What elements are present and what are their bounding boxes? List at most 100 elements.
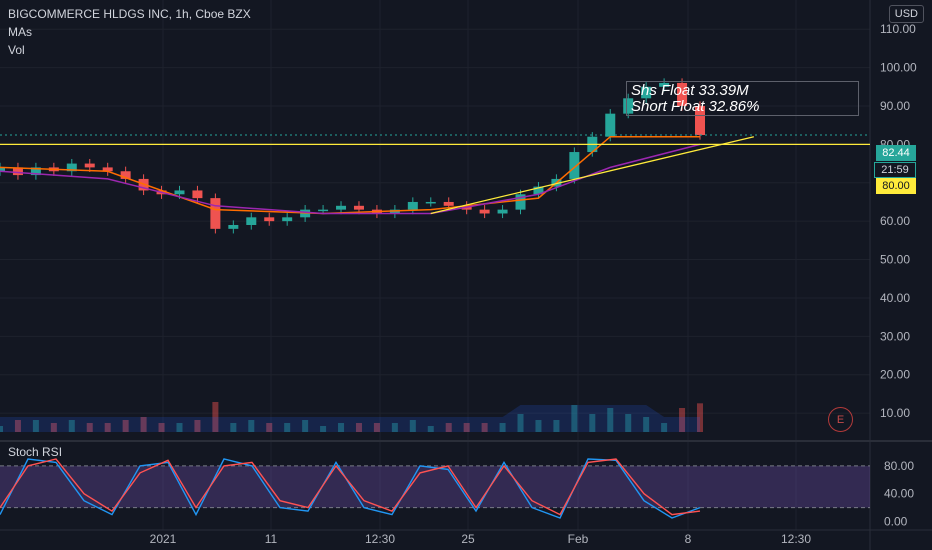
earnings-badge[interactable]: E [828, 407, 853, 432]
candle-body [407, 201, 418, 210]
candle-body [318, 209, 329, 212]
volume-bar [230, 423, 237, 432]
y-tick-label: 20.00 [880, 368, 910, 382]
volume-bar [302, 420, 309, 432]
shs-float-text: Shs Float 33.39M [631, 82, 749, 99]
volume-bar [499, 423, 506, 432]
candle-body [677, 82, 688, 106]
volume-bar [176, 423, 183, 432]
volume-bar [607, 408, 614, 432]
volume-bar [355, 423, 362, 432]
volume-bar [481, 423, 488, 432]
volume-bar [463, 423, 470, 432]
volume-bar [589, 414, 596, 432]
volume-bar [284, 423, 291, 432]
x-tick-label: 12:30 [365, 532, 395, 546]
float-annotation[interactable]: Shs Float 33.39M Short Float 32.86% [626, 81, 859, 116]
candle-body [66, 163, 77, 172]
volume-bar [212, 402, 219, 432]
candle-body [533, 186, 544, 195]
y-tick-label: 40.00 [880, 291, 910, 305]
stoch-d-line [0, 458, 701, 516]
candle-body [425, 201, 436, 204]
volume-bar [122, 420, 129, 432]
candle-body [515, 194, 526, 210]
candle-body [659, 82, 670, 87]
stoch-rsi-label: Stoch RSI [8, 445, 63, 459]
rsi-tick-label: 80.00 [884, 459, 914, 473]
volume-bar [338, 423, 345, 432]
candle-body [336, 205, 347, 210]
candle-body [192, 190, 203, 199]
support-trendline [430, 136, 754, 215]
volume-bar [86, 423, 93, 432]
volume-bar [517, 414, 524, 432]
x-tick-label: 8 [685, 532, 692, 546]
rsi-tick-label: 40.00 [884, 487, 914, 501]
candle-body [623, 98, 634, 114]
x-tick-label: 25 [461, 532, 475, 546]
candle-body [695, 105, 705, 136]
volume-bar [625, 414, 632, 432]
volume-bar [320, 426, 327, 432]
candle-body [174, 190, 185, 195]
volume-bar [194, 420, 201, 432]
volume-bar [427, 426, 434, 432]
x-tick-label: 11 [265, 532, 278, 546]
candle-body [479, 209, 490, 214]
volume-bar [643, 417, 650, 432]
x-tick-label: 2021 [150, 532, 177, 546]
volume-bar [50, 423, 57, 432]
candle-body [443, 201, 454, 206]
candle-body [605, 113, 616, 137]
volume-bar [571, 405, 578, 432]
volume-bar [248, 420, 255, 432]
volume-bar [140, 417, 147, 432]
y-tick-label: 60.00 [880, 214, 910, 228]
volume-bar [0, 426, 3, 432]
candle-body [497, 209, 508, 214]
y-tick-label: 30.00 [880, 329, 910, 343]
volume-bar [373, 423, 380, 432]
candle-body [210, 198, 221, 229]
volume-bar [14, 420, 21, 432]
indicator-mas-label[interactable]: MAs [8, 25, 32, 39]
candle-body [641, 86, 652, 99]
y-tick-label: 50.00 [880, 253, 910, 267]
x-tick-label: Feb [568, 532, 589, 546]
volume-bar [535, 420, 542, 432]
ma-slow-line [0, 143, 701, 215]
candle-body [12, 167, 23, 176]
volume-bar [697, 403, 703, 432]
short-float-text: Short Float 32.86% [631, 98, 760, 115]
candle-body [246, 217, 257, 225]
candle-body [84, 163, 95, 168]
candle-body [0, 167, 5, 172]
y-tick-label: 100.00 [880, 61, 917, 75]
volume-bar [445, 423, 452, 432]
indicator-vol-label[interactable]: Vol [8, 43, 25, 57]
volume-bar [104, 423, 111, 432]
stoch-k-line [0, 458, 701, 519]
volume-ma-area [0, 405, 700, 432]
countdown-tag: 21:59 [874, 162, 916, 178]
rsi-tick-label: 0.00 [884, 515, 908, 529]
y-tick-label: 90.00 [880, 99, 910, 113]
candle-body [228, 225, 239, 229]
currency-button[interactable]: USD [888, 5, 924, 23]
volume-bar [391, 423, 398, 432]
level-price-tag: 80.00 [876, 178, 916, 194]
y-tick-label: 10.00 [880, 406, 910, 420]
x-tick-label: 12:30 [781, 532, 811, 546]
candle-body [264, 217, 275, 222]
volume-bar [661, 423, 668, 432]
candle-body [30, 167, 41, 176]
stoch-rsi-band [0, 465, 870, 508]
volume-bar [32, 420, 39, 432]
last-price-tag: 82.44 [876, 145, 916, 161]
ma-fast-line [0, 135, 700, 215]
volume-bar [679, 408, 686, 432]
volume-bar [553, 420, 560, 432]
volume-bar [266, 423, 273, 432]
